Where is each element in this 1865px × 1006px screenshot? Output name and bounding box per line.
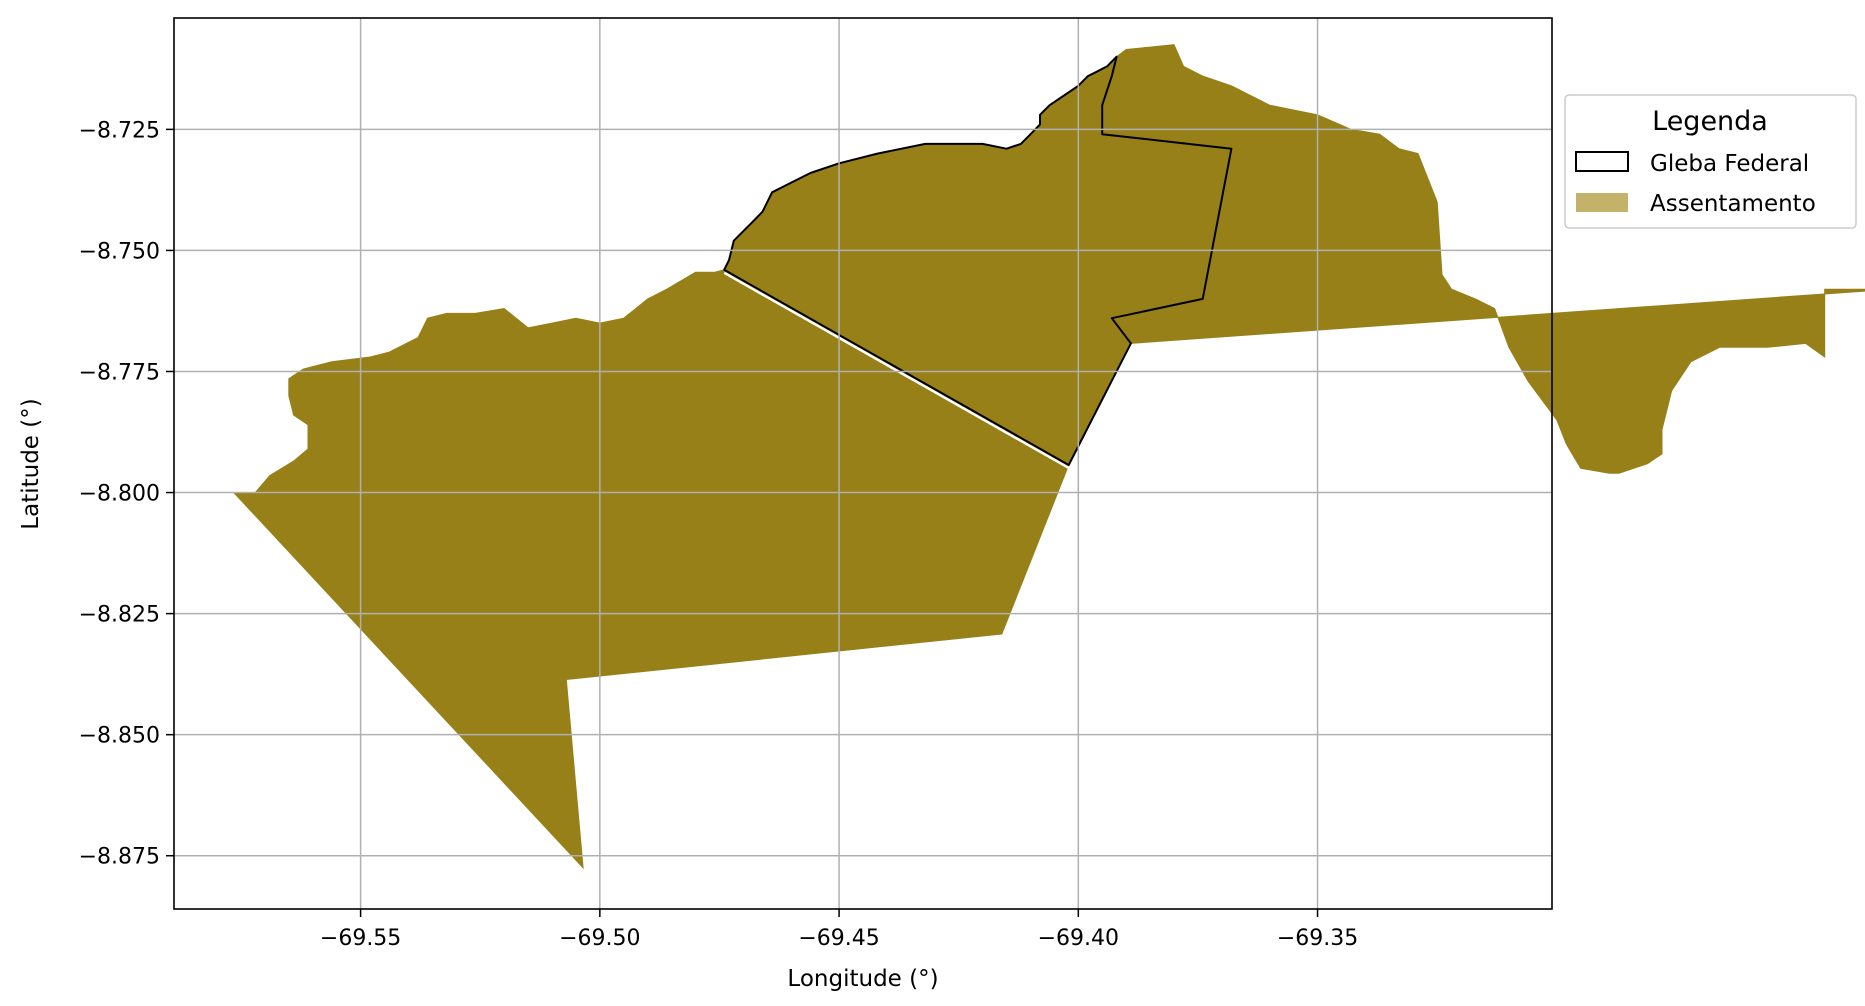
x-tick-label-0: −69.55	[320, 926, 401, 951]
grid-lines	[174, 18, 1552, 909]
y-axis-label: Latitude (°)	[18, 398, 44, 529]
x-tick-label-4: −69.35	[1277, 926, 1358, 951]
legend-label-gleba-federal: Gleba Federal	[1650, 151, 1809, 177]
assentamento-polygon-1	[232, 269, 1070, 870]
y-tick-label-0: −8.725	[79, 118, 160, 143]
y-tick-label-5: −8.850	[79, 724, 160, 749]
legend-title: Legenda	[1652, 106, 1768, 137]
x-axis-label: Longitude (°)	[787, 966, 938, 992]
y-tick-label-3: −8.800	[79, 482, 160, 507]
x-axis-ticks: −69.55 −69.50 −69.45 −69.40 −69.35	[320, 909, 1358, 951]
y-tick-label-6: −8.875	[79, 845, 160, 870]
legend: Legenda Gleba Federal Assentamento	[1564, 94, 1857, 229]
y-tick-label-2: −8.775	[79, 360, 160, 385]
y-axis-ticks: −8.725 −8.750 −8.775 −8.800 −8.825 −8.850 −8.8…	[79, 118, 174, 870]
plot-frame	[173, 17, 1553, 910]
y-tick-label-1: −8.750	[79, 239, 160, 264]
gleba-federal-layer	[723, 55, 1233, 470]
y-tick-label-4: −8.825	[79, 603, 160, 628]
x-tick-label-1: −69.50	[559, 926, 640, 951]
assentamento-layer	[232, 44, 1865, 870]
legend-swatch-assentamento	[1576, 193, 1628, 212]
x-tick-label-3: −69.40	[1038, 926, 1119, 951]
legend-box	[1564, 94, 1857, 229]
legend-swatch-gleba-federal	[1575, 151, 1629, 172]
x-tick-label-2: −69.45	[798, 926, 879, 951]
plot-area	[173, 17, 1865, 910]
gleba-federal-outline-1	[723, 55, 1233, 466]
boundary-separator	[723, 271, 1070, 470]
legend-label-assentamento: Assentamento	[1650, 191, 1816, 217]
